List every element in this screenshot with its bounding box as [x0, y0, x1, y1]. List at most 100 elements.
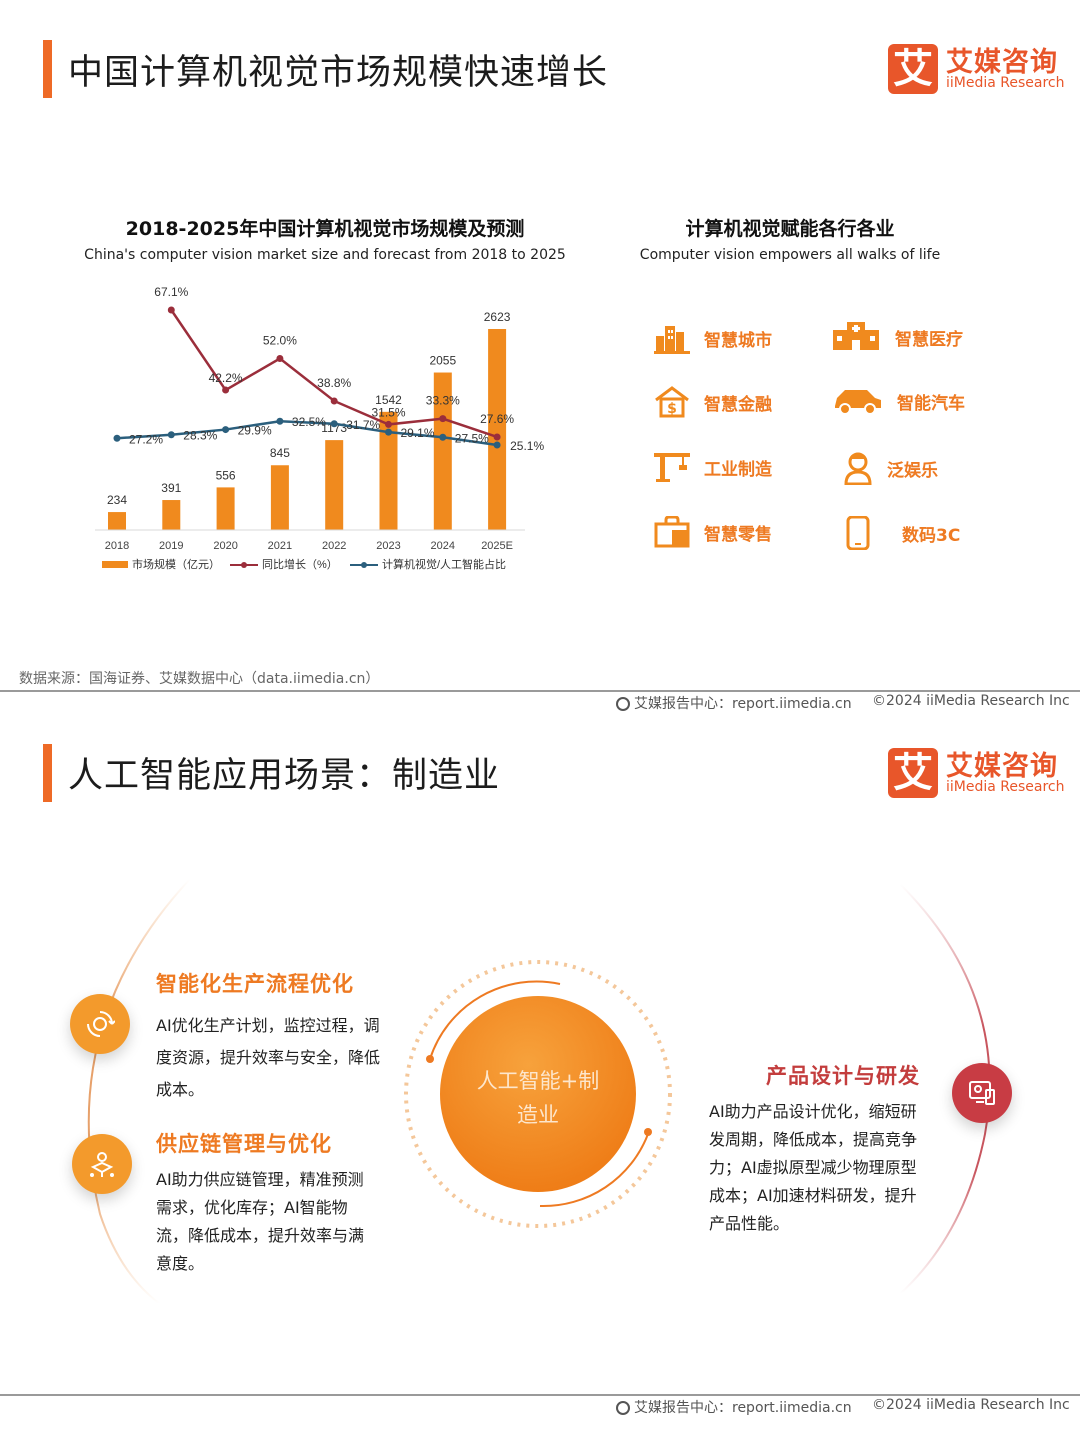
globe-icon	[616, 1401, 630, 1415]
page-title: 中国计算机视觉市场规模快速增长	[68, 53, 609, 93]
industry-smart-retail: 智慧零售	[654, 516, 772, 548]
growth-value-label: 33.3%	[426, 394, 460, 408]
share-value-label: 29.9%	[238, 424, 272, 438]
share-value-label: 28.3%	[183, 429, 217, 443]
svg-text:$: $	[667, 401, 677, 417]
industry-digital-3c: 数码3C	[846, 516, 960, 550]
title-accent-bar	[43, 40, 52, 98]
legend-share-dot	[361, 562, 367, 568]
share-point	[330, 420, 338, 428]
section-body: AI助力产品设计优化，缩短研发周期，降低成本，提高竞争力；AI虚拟原型减少物理原…	[709, 1102, 918, 1233]
iimedia-logo: 艾 艾媒咨询 iiMedia Research	[888, 44, 1065, 102]
bar-value-label: 556	[216, 468, 236, 482]
section-body: AI优化生产计划，监控过程，调度资源，提升效率与安全，降低成本。	[156, 1016, 381, 1099]
chart-subtitle: China's computer vision market size and …	[84, 247, 566, 263]
globe-icon	[616, 697, 630, 711]
bar-2023	[379, 411, 398, 530]
x-tick-label: 2023	[376, 540, 400, 552]
share-value-label: 27.2%	[129, 432, 163, 446]
growth-point	[330, 397, 338, 405]
bar-value-label: 2623	[484, 310, 511, 324]
x-tick-label: 2022	[322, 540, 346, 552]
section-heading: 供应链管理与优化	[156, 1132, 332, 1156]
share-value-label: 29.1%	[401, 426, 435, 440]
gear-cycle-icon	[70, 994, 130, 1054]
logo-mark: 艾	[888, 748, 938, 798]
x-tick-label: 2019	[159, 540, 183, 552]
shopping-bag-icon	[654, 516, 690, 548]
legend-growth-dot	[241, 562, 247, 568]
section-heading: 产品设计与研发	[766, 1064, 920, 1088]
industry-label: 工业制造	[704, 459, 772, 480]
footer-copyright: ©2024 iiMedia Research Inc	[872, 1397, 1070, 1413]
industry-smart-city: 智慧城市	[654, 322, 772, 354]
footer-divider	[0, 690, 1080, 692]
industries-title: 计算机视觉赋能各行各业	[685, 218, 895, 240]
slide-manufacturing: 人工智能应用场景：制造业 艾 艾媒咨询 iiMedia Research	[0, 694, 1080, 1434]
crane-icon	[654, 453, 690, 482]
legend-growth-label: 同比增长（%）	[262, 557, 338, 571]
growth-value-label: 42.2%	[209, 371, 243, 385]
bar-2020	[216, 487, 235, 530]
center-label: 人工智能+制造业	[476, 1069, 600, 1127]
industry-label: 智能汽车	[897, 393, 965, 414]
x-tick-label: 2024	[431, 540, 455, 552]
bar-2024	[433, 372, 452, 530]
growth-value-label: 52.0%	[263, 334, 297, 348]
growth-point	[385, 420, 392, 428]
slide-market-growth: 中国计算机视觉市场规模快速增长 艾 艾媒咨询 iiMedia Research …	[0, 0, 1080, 692]
bar-value-label: 391	[161, 481, 181, 495]
footer-report-link[interactable]: 艾媒报告中心：report.iimedia.cn	[616, 1397, 852, 1417]
industry-smart-finance: $ 智慧金融	[654, 386, 772, 418]
logo-cn-text: 艾媒咨询	[946, 751, 1058, 782]
share-point	[493, 441, 501, 449]
bar-value-label: 845	[270, 446, 290, 460]
footer-copyright: ©2024 iiMedia Research Inc	[872, 693, 1070, 709]
finance-house-dollar-icon: $	[655, 386, 689, 418]
industry-label: 数码3C	[902, 525, 961, 546]
iimedia-logo: 艾 艾媒咨询 iiMedia Research	[888, 748, 1065, 806]
growth-value-label: 67.1%	[154, 285, 188, 299]
share-point	[439, 433, 447, 441]
legend-bar-swatch	[102, 561, 128, 568]
footer-report-link[interactable]: 艾媒报告中心：report.iimedia.cn	[616, 693, 852, 713]
industry-smart-car: 智能汽车	[831, 386, 965, 416]
bar-value-label: 234	[107, 493, 127, 507]
growth-value-label: 27.6%	[480, 412, 514, 426]
bar-2022	[325, 440, 344, 530]
share-value-label: 32.5%	[292, 415, 326, 429]
growth-value-label: 31.5%	[371, 405, 405, 419]
share-value-label: 27.5%	[455, 431, 489, 445]
share-value-label: 31.7%	[346, 418, 380, 432]
city-buildings-icon	[654, 326, 690, 354]
legend-share-label: 计算机视觉/人工智能占比	[382, 557, 506, 571]
bar-2021	[270, 465, 289, 530]
growth-point	[493, 433, 501, 441]
logo-cn-text: 艾媒咨询	[946, 47, 1058, 78]
x-tick-label: 2025E	[481, 540, 513, 552]
industry-manufacturing: 工业制造	[654, 451, 772, 483]
industries-subtitle: Computer vision empowers all walks of li…	[639, 247, 941, 263]
growth-point	[222, 386, 230, 394]
smartphone-icon	[846, 516, 870, 550]
hospital-icon	[833, 322, 879, 350]
section-body: AI助力供应链管理，精准预测需求，优化库存；AI智能物流，降低成本，提升效率与满…	[156, 1170, 365, 1273]
chart-title: 2018-2025年中国计算机视觉市场规模及预测	[125, 218, 525, 240]
bar-value-label: 1542	[375, 393, 402, 407]
section-heading: 智能化生产流程优化	[156, 972, 354, 996]
share-point	[222, 426, 230, 434]
share-point	[276, 417, 284, 425]
legend-bar-label: 市场规模（亿元）	[132, 557, 220, 571]
share-point	[113, 434, 121, 442]
growth-point	[439, 415, 447, 423]
x-tick-label: 2018	[105, 540, 129, 552]
share-line	[116, 419, 498, 447]
footer-divider	[0, 1394, 1080, 1396]
car-icon	[835, 390, 881, 415]
industry-label: 智慧医疗	[895, 329, 963, 350]
share-value-label: 25.1%	[510, 439, 544, 453]
design-screen-icon	[952, 1063, 1012, 1123]
growth-point	[167, 306, 175, 314]
bar-2019	[162, 500, 181, 530]
